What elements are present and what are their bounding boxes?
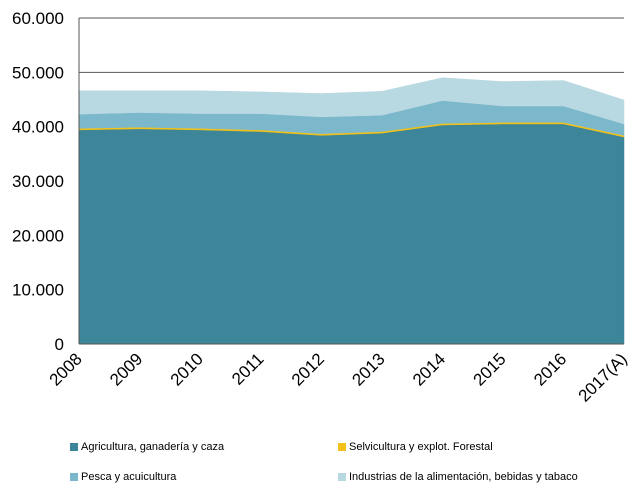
x-tick-label: 2010 [167,349,207,389]
y-tick-label: 30.000 [12,172,64,191]
x-tick-label: 2015 [470,349,510,389]
area-agricultura [78,123,625,345]
y-tick-label: 20.000 [12,226,64,245]
axes [78,18,624,345]
y-tick-label: 10.000 [12,281,64,300]
x-tick-label: 2009 [106,349,146,389]
y-tick-label: 60.000 [12,9,64,28]
x-tick-label: 2013 [348,349,388,389]
y-tick-label: 50.000 [12,63,64,82]
x-tick-label: 2017(A) [575,349,628,405]
x-tick-label: 2012 [288,349,328,389]
x-tick-label: 2014 [409,349,449,389]
stacked-areas [78,77,625,345]
x-tick-label: 2016 [530,349,570,389]
y-tick-labels: 0 10.000 20.000 30.000 40.000 50.000 60.000 [12,9,64,354]
y-tick-label: 0 [55,335,64,354]
x-tick-label: 2011 [228,349,267,388]
area-industrias [78,77,625,125]
x-tick-labels: 2008 2009 2010 2011 2012 2013 2014 2015 2016 2017… [46,349,628,405]
y-tick-label: 40.000 [12,118,64,137]
x-tick-label: 2008 [46,349,86,389]
